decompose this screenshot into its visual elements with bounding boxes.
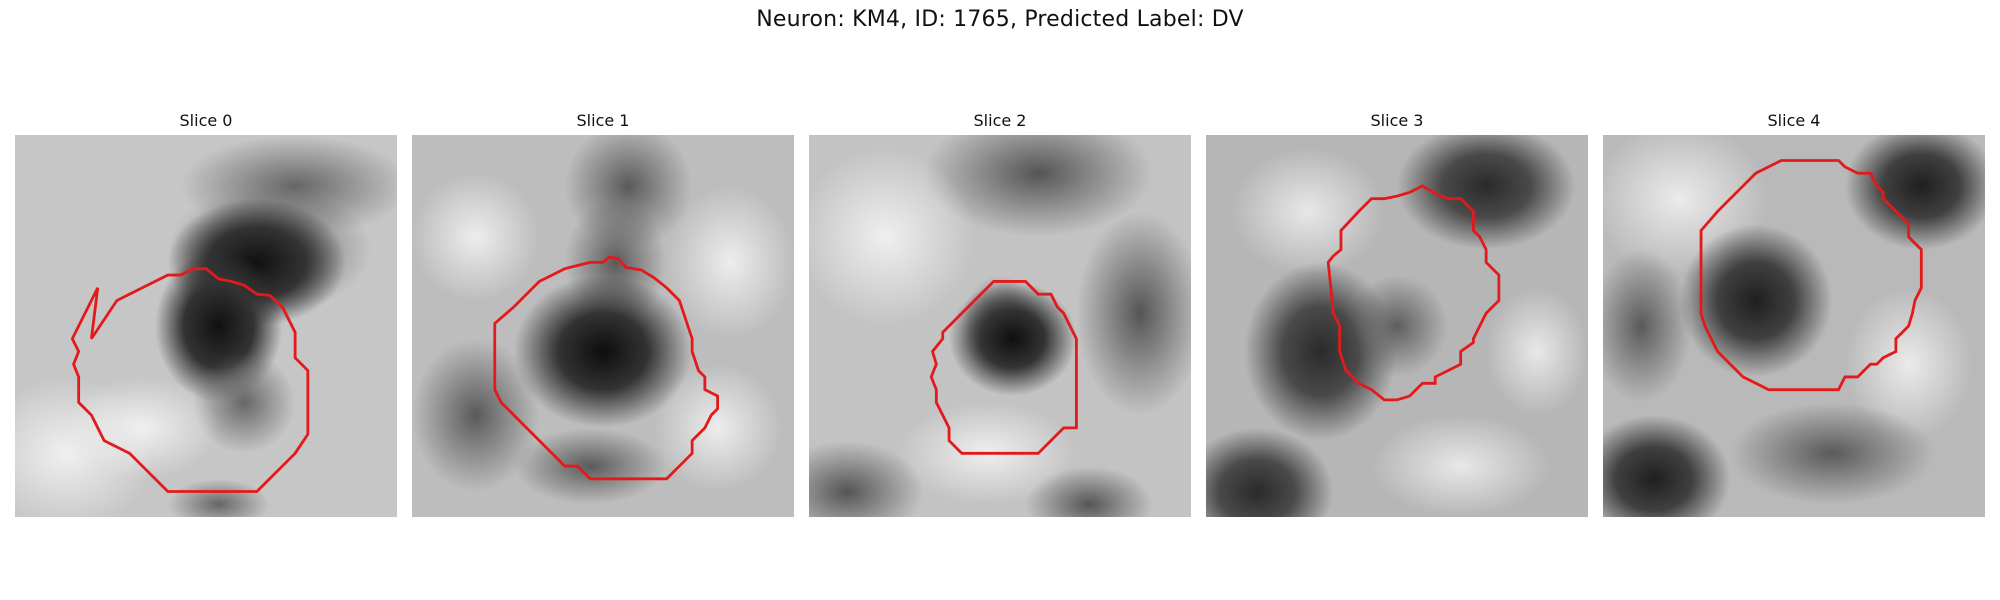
slice-title: Slice 4 bbox=[1603, 108, 1985, 134]
slice-panel-2: Slice 2 bbox=[809, 108, 1191, 517]
slice-title: Slice 3 bbox=[1206, 108, 1588, 134]
slice-panel-3: Slice 3 bbox=[1206, 108, 1588, 517]
slice-image bbox=[412, 135, 794, 517]
slice-panel-1: Slice 1 bbox=[412, 108, 794, 517]
slice-image bbox=[1206, 135, 1588, 517]
slice-image bbox=[1603, 135, 1985, 517]
slice-image bbox=[809, 135, 1191, 517]
figure-title: Neuron: KM4, ID: 1765, Predicted Label: … bbox=[0, 7, 2000, 32]
slice-panel-0: Slice 0 bbox=[15, 108, 397, 517]
slice-title: Slice 1 bbox=[412, 108, 794, 134]
slice-image bbox=[15, 135, 397, 517]
slice-title: Slice 2 bbox=[809, 108, 1191, 134]
slice-title: Slice 0 bbox=[15, 108, 397, 134]
slice-panel-4: Slice 4 bbox=[1603, 108, 1985, 517]
